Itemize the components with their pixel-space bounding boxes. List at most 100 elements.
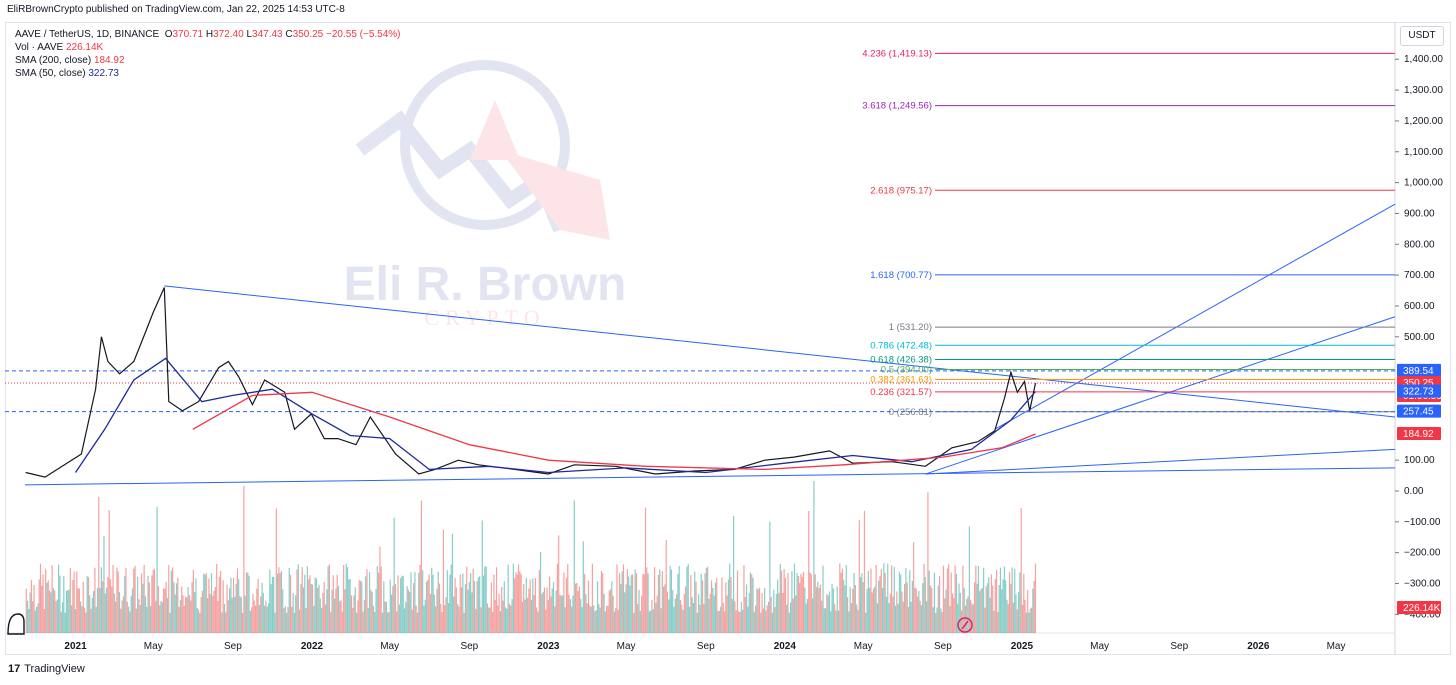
volume-bar: [783, 569, 785, 633]
volume-bar: [861, 573, 863, 633]
volume-bar: [352, 607, 354, 633]
volume-bar: [488, 607, 490, 633]
volume-bar: [723, 611, 726, 633]
time-axis[interactable]: 2021 May Sep 2022 May Sep 2023 May Sep 2024 May Sep…: [64, 641, 1345, 652]
x-tick-label: 2022: [301, 641, 324, 652]
volume-bar: [777, 579, 779, 633]
volume-bar: [595, 610, 597, 633]
volume-bar: [339, 601, 341, 633]
volume-bar: [245, 572, 248, 633]
volume-bar: [48, 590, 51, 633]
volume-bar: [187, 587, 189, 633]
volume-bar: [225, 612, 227, 633]
volume-bar: [37, 603, 39, 633]
volume-bar: [113, 593, 115, 633]
volume-bar: [653, 567, 656, 633]
volume-bar: [280, 570, 283, 633]
volume-bar: [600, 570, 603, 633]
go-to-realtime-icon[interactable]: [957, 617, 973, 633]
volume-bar: [805, 603, 807, 633]
volume-bar: [1006, 599, 1008, 633]
legend-symbol[interactable]: AAVE / TetherUS, 1D, BINANCE: [15, 29, 160, 40]
price-badge-bg: [1397, 384, 1441, 398]
tradingview-dino-icon[interactable]: [7, 613, 25, 635]
volume-bar: [788, 612, 790, 633]
volume-bar: [64, 612, 66, 633]
volume-bar: [992, 585, 994, 633]
volume-bar: [812, 598, 814, 633]
currency-button[interactable]: USDT: [1400, 26, 1444, 46]
volume-bar: [231, 597, 233, 633]
volume-bar: [204, 574, 206, 633]
legend-volume-row[interactable]: Vol · AAVE 226.14K: [15, 41, 401, 54]
volume-bar: [980, 588, 982, 633]
volume-bar: [808, 511, 810, 633]
legend-sma50-row[interactable]: SMA (50, close) 322.73: [15, 67, 401, 80]
volume-bar: [578, 586, 581, 633]
fibonacci-levels[interactable]: 4.236 (1,419.13) 3.618 (1,249.56) 2.618 (9…: [5, 48, 1395, 418]
price-axis[interactable]: 1,400.00 1,300.00 1,200.00 1,100.00 1,000.00…: [1395, 54, 1443, 620]
volume-bar: [845, 564, 847, 633]
volume-bar: [580, 598, 582, 633]
volume-bar: [1023, 573, 1025, 633]
volume-bar: [297, 564, 299, 633]
fib-label-2.618: 2.618 (975.17): [870, 185, 932, 196]
volume-bar: [584, 573, 586, 633]
volume-bar: [460, 587, 463, 633]
volume-bar: [415, 605, 417, 633]
volume-bar: [118, 592, 121, 633]
volume-bar: [568, 594, 570, 633]
fib-label-3.618: 3.618 (1,249.56): [862, 101, 932, 112]
volume-bar: [73, 571, 75, 633]
volume-bar: [537, 611, 539, 633]
volume-bar: [541, 593, 543, 633]
volume-bar: [863, 510, 866, 633]
volume-bar: [698, 594, 700, 633]
volume-bar: [690, 574, 692, 633]
trendlines[interactable]: [24, 203, 1396, 486]
volume-bar: [354, 587, 356, 633]
volume-bar: [585, 594, 587, 633]
volume-bar: [920, 605, 923, 633]
legend-sma200-row[interactable]: SMA (200, close) 184.92: [15, 54, 401, 67]
volume-bar: [104, 593, 106, 633]
volume-bar: [257, 578, 259, 633]
volume-bar: [721, 577, 723, 633]
volume-bar: [418, 572, 420, 633]
volume-bar: [631, 574, 634, 633]
trendline[interactable]: [925, 316, 1396, 475]
legend-high: 372.40: [213, 29, 244, 40]
volume-bar: [397, 575, 399, 633]
volume-bar: [536, 607, 538, 633]
y-tick-label: −300.00: [1404, 579, 1441, 590]
trendline[interactable]: [24, 467, 1396, 486]
watermark-title: Eli R. Brown: [344, 258, 627, 311]
volume-bar: [761, 593, 763, 633]
volume-bar: [832, 588, 834, 633]
volume-bar: [755, 605, 757, 633]
volume-bar: [547, 600, 549, 633]
trendline[interactable]: [164, 285, 1396, 418]
trendline[interactable]: [925, 448, 1396, 475]
volume-bar: [530, 599, 533, 633]
volume-bar: [390, 594, 393, 633]
volume-bar: [963, 587, 965, 633]
volume-bar: [967, 596, 969, 633]
fib-label-0.382: 0.382 (361.63): [870, 374, 932, 385]
volume-bar: [256, 588, 258, 633]
tradingview-logo-icon[interactable]: 17: [8, 663, 21, 675]
volume-bar: [394, 583, 397, 633]
volume-bar: [343, 564, 345, 633]
volume-bar: [481, 520, 483, 633]
volume-bar: [323, 581, 325, 633]
volume-bar: [624, 592, 626, 633]
volume-bar: [902, 601, 904, 633]
volume-bar: [218, 576, 220, 633]
volume-bar: [108, 510, 110, 633]
volume-bar: [751, 574, 753, 633]
volume-bar: [747, 606, 749, 633]
volume-bar: [222, 580, 224, 633]
tradingview-brand[interactable]: TradingView: [24, 663, 85, 675]
volume-bar: [799, 582, 801, 633]
